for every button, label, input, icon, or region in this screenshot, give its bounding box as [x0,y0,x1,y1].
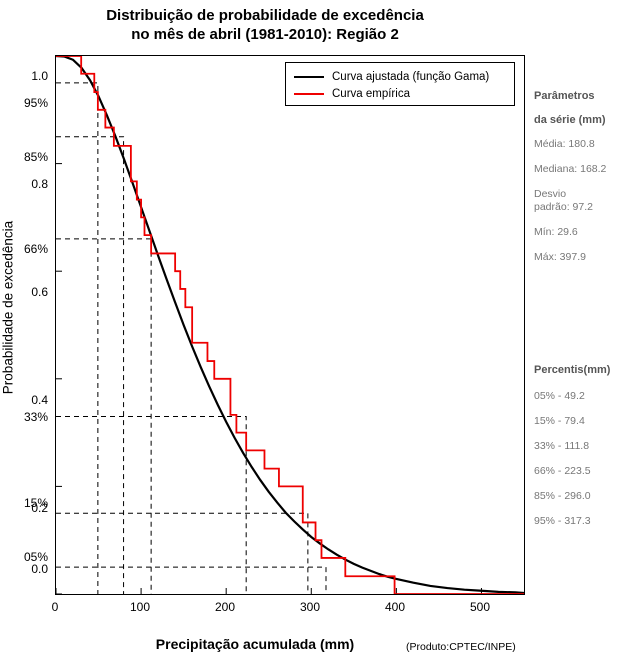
chart-title-line-2: no mês de abril (1981-2010): Região 2 [131,26,399,43]
guide-line-5 [56,566,327,594]
guide-line-2 [56,238,152,594]
y-tick-33pct: 33% [23,410,48,424]
plot-svg [56,56,524,594]
panel-stat-desvio-1: Desvio [534,188,567,200]
guide-line-3 [56,415,247,594]
x-tick-0: 0 [51,600,59,614]
y-tick-15pct: 15% [23,496,48,510]
guide-line-0 [56,82,99,594]
y-axis-label: Probabilidade de excedência [0,220,16,395]
y-tick-85pct: 85% [23,150,48,164]
y-tick-66pct: 66% [23,242,48,256]
panel-stat-desvio-2: padrão: 97.2 [534,201,593,213]
panel-header-params-2: da série (mm) [534,114,606,126]
panel-stat-max: Máx: 397.9 [534,251,586,263]
series-line-0 [56,56,524,594]
x-tick-500: 500 [469,600,491,614]
guide-line-1 [56,136,125,594]
y-tick-0.6: 0.6 [31,285,48,299]
legend-label-fitted: Curva ajustada (função Gama) [332,71,490,83]
panel-header-percentis: Percentis(mm) [534,364,611,376]
chart-title-line-1: Distribuição de probabilidade de excedên… [106,7,424,24]
chart-title: Distribuição de probabilidade de excedên… [0,6,530,44]
x-tick-100: 100 [129,600,151,614]
legend-swatch-fitted [294,76,324,78]
panel-percentil-05: 05% - 49.2 [534,390,585,402]
panel-stat-media: Média: 180.8 [534,138,595,150]
panel-stat-min: Mín: 29.6 [534,226,578,238]
legend-label-empirical: Curva empírica [332,88,410,100]
guide-line-4 [56,512,309,594]
x-axis-label: Precipitação acumulada (mm) [155,636,355,652]
y-tick-0.2: 0.2 [31,501,48,515]
legend-swatch-empirical [294,93,324,95]
series-line-1 [56,56,524,594]
produto-credit: (Produto:CPTEC/INPE) [406,641,516,653]
panel-percentil-95: 95% - 317.3 [534,515,591,527]
x-tick-400: 400 [384,600,406,614]
panel-percentil-33: 33% - 111.8 [534,440,590,452]
x-tick-300: 300 [299,600,321,614]
y-tick-0.4: 0.4 [31,393,48,407]
panel-header-params-1: Parâmetros [534,90,595,102]
panel-percentil-15: 15% - 79.4 [534,415,585,427]
plot-area [55,55,525,595]
panel-percentil-66: 66% - 223.5 [534,465,591,477]
x-tick-200: 200 [214,600,236,614]
legend-entry-empirical: Curva empírica [294,86,506,102]
legend-entry-fitted: Curva ajustada (função Gama) [294,69,506,85]
y-tick-95pct: 95% [23,96,48,110]
chart-legend: Curva ajustada (função Gama) Curva empír… [285,62,515,106]
y-tick-1.0: 1.0 [31,69,48,83]
y-tick-05pct: 05% [23,550,48,564]
panel-stat-mediana: Mediana: 168.2 [534,163,607,175]
panel-percentil-85: 85% - 296.0 [534,490,591,502]
panel-divider [534,276,640,364]
y-tick-0.8: 0.8 [31,177,48,191]
y-tick-0.0: 0.0 [31,562,48,576]
side-panel: Parâmetros da série (mm) Média: 180.8 Me… [534,90,640,540]
